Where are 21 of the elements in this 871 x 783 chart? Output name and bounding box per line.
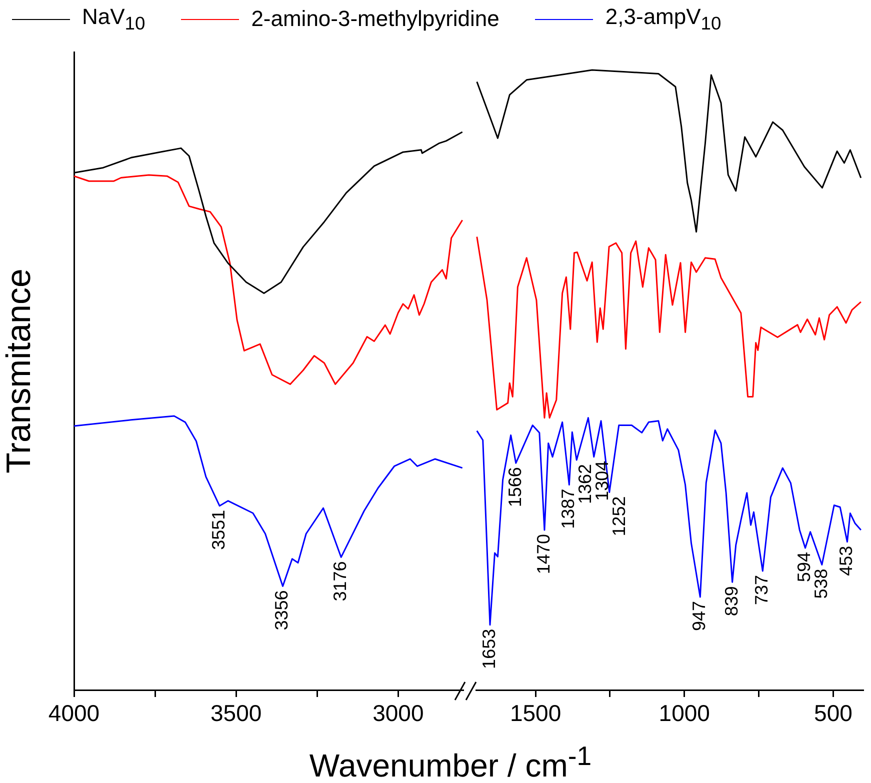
x-tick-label: 1000: [658, 700, 710, 726]
x-tick-label: 3500: [210, 700, 262, 726]
legend-label: 2-amino-3-methylpyridine: [251, 6, 500, 32]
legend-label: 2,3-ampV$_{10}$: [605, 4, 722, 34]
legend-label: NaV$_{10}$: [82, 4, 146, 34]
annotation: 737: [752, 574, 772, 606]
x-axis-title: Wavenumber / cm$^{-1}$: [308, 740, 593, 783]
annotation: 3356: [272, 590, 292, 630]
x-tick-label: 500: [814, 700, 852, 726]
annotation: 839: [721, 586, 742, 616]
annotation: 1470: [533, 534, 554, 574]
annotation: 3551: [208, 510, 229, 550]
annotation: 453: [836, 546, 856, 576]
x-tick-label: 1500: [510, 700, 562, 726]
y-axis-title: Transmitance: [0, 268, 38, 474]
x-tick-label: 4000: [48, 700, 100, 726]
annotation: 947: [689, 601, 710, 632]
x-tick-label: 3000: [372, 700, 424, 726]
annotation: 1653: [478, 628, 499, 669]
annotation: 1566: [504, 467, 525, 508]
annotation: 3176: [330, 561, 350, 602]
